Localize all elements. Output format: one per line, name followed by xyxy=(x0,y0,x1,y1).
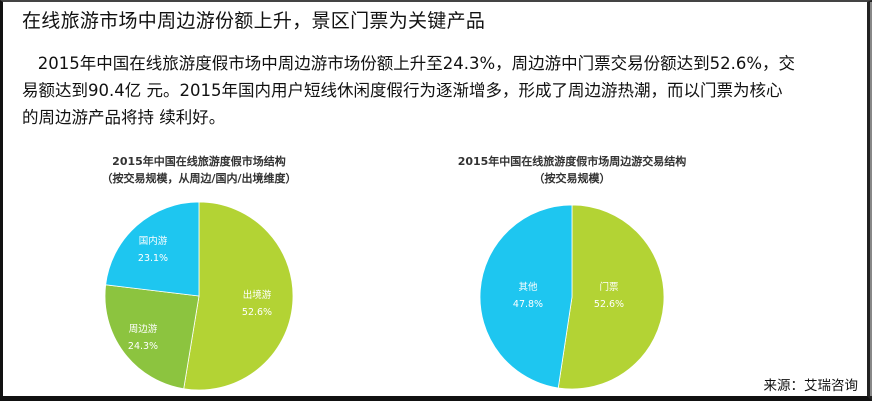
paragraph-line: 的周边游产品将持 续利好。 xyxy=(22,108,226,127)
pie-slice xyxy=(557,204,665,390)
page-title: 在线旅游市场中周边游份额上升，景区门票为关键产品 xyxy=(22,10,486,32)
chart-1-slice-label-nearby: 周边游 24.3% xyxy=(127,324,159,352)
chart-1-title: 2015年中国在线旅游度假市场结构 xyxy=(112,155,286,168)
chart-1-slice-label-domestic: 国内游 23.1% xyxy=(137,236,169,264)
chart-1-subtitle: （按交易规模，从周边/国内/出境维度） xyxy=(101,172,297,185)
pie-slice xyxy=(104,284,200,390)
paragraph-line: 易额达到90.4亿 元。2015年国内用户短线休闲度假行为逐渐增多，形成了周边游… xyxy=(22,81,783,100)
chart-1-title-block: 2015年中国在线旅游度假市场结构 （按交易规模，从周边/国内/出境维度） xyxy=(101,153,296,187)
chart-2-slice-label-other: 其他 47.8% xyxy=(512,282,544,310)
chart-2-slice-label-tickets: 门票 52.6% xyxy=(593,282,625,310)
pie-slice xyxy=(183,201,294,391)
pie-slice xyxy=(105,201,200,297)
chart-2-title: 2015年中国在线旅游度假市场周边游交易结构 xyxy=(457,155,687,168)
body-paragraph: 2015年中国在线旅游度假市场中周边游市场份额上升至24.3%，周边游中门票交易… xyxy=(22,50,822,131)
paragraph-line: 2015年中国在线旅游度假市场中周边游市场份额上升至24.3%，周边游中门票交易… xyxy=(22,54,796,73)
chart-1-slice-label-outbound: 出境游 52.6% xyxy=(241,290,273,318)
chart-2-subtitle: （按交易规模） xyxy=(533,172,611,185)
source-note: 来源：艾瑞咨询 xyxy=(763,378,859,394)
pie-slice xyxy=(479,204,573,389)
chart-2-title-block: 2015年中国在线旅游度假市场周边游交易结构 （按交易规模） xyxy=(458,153,687,187)
